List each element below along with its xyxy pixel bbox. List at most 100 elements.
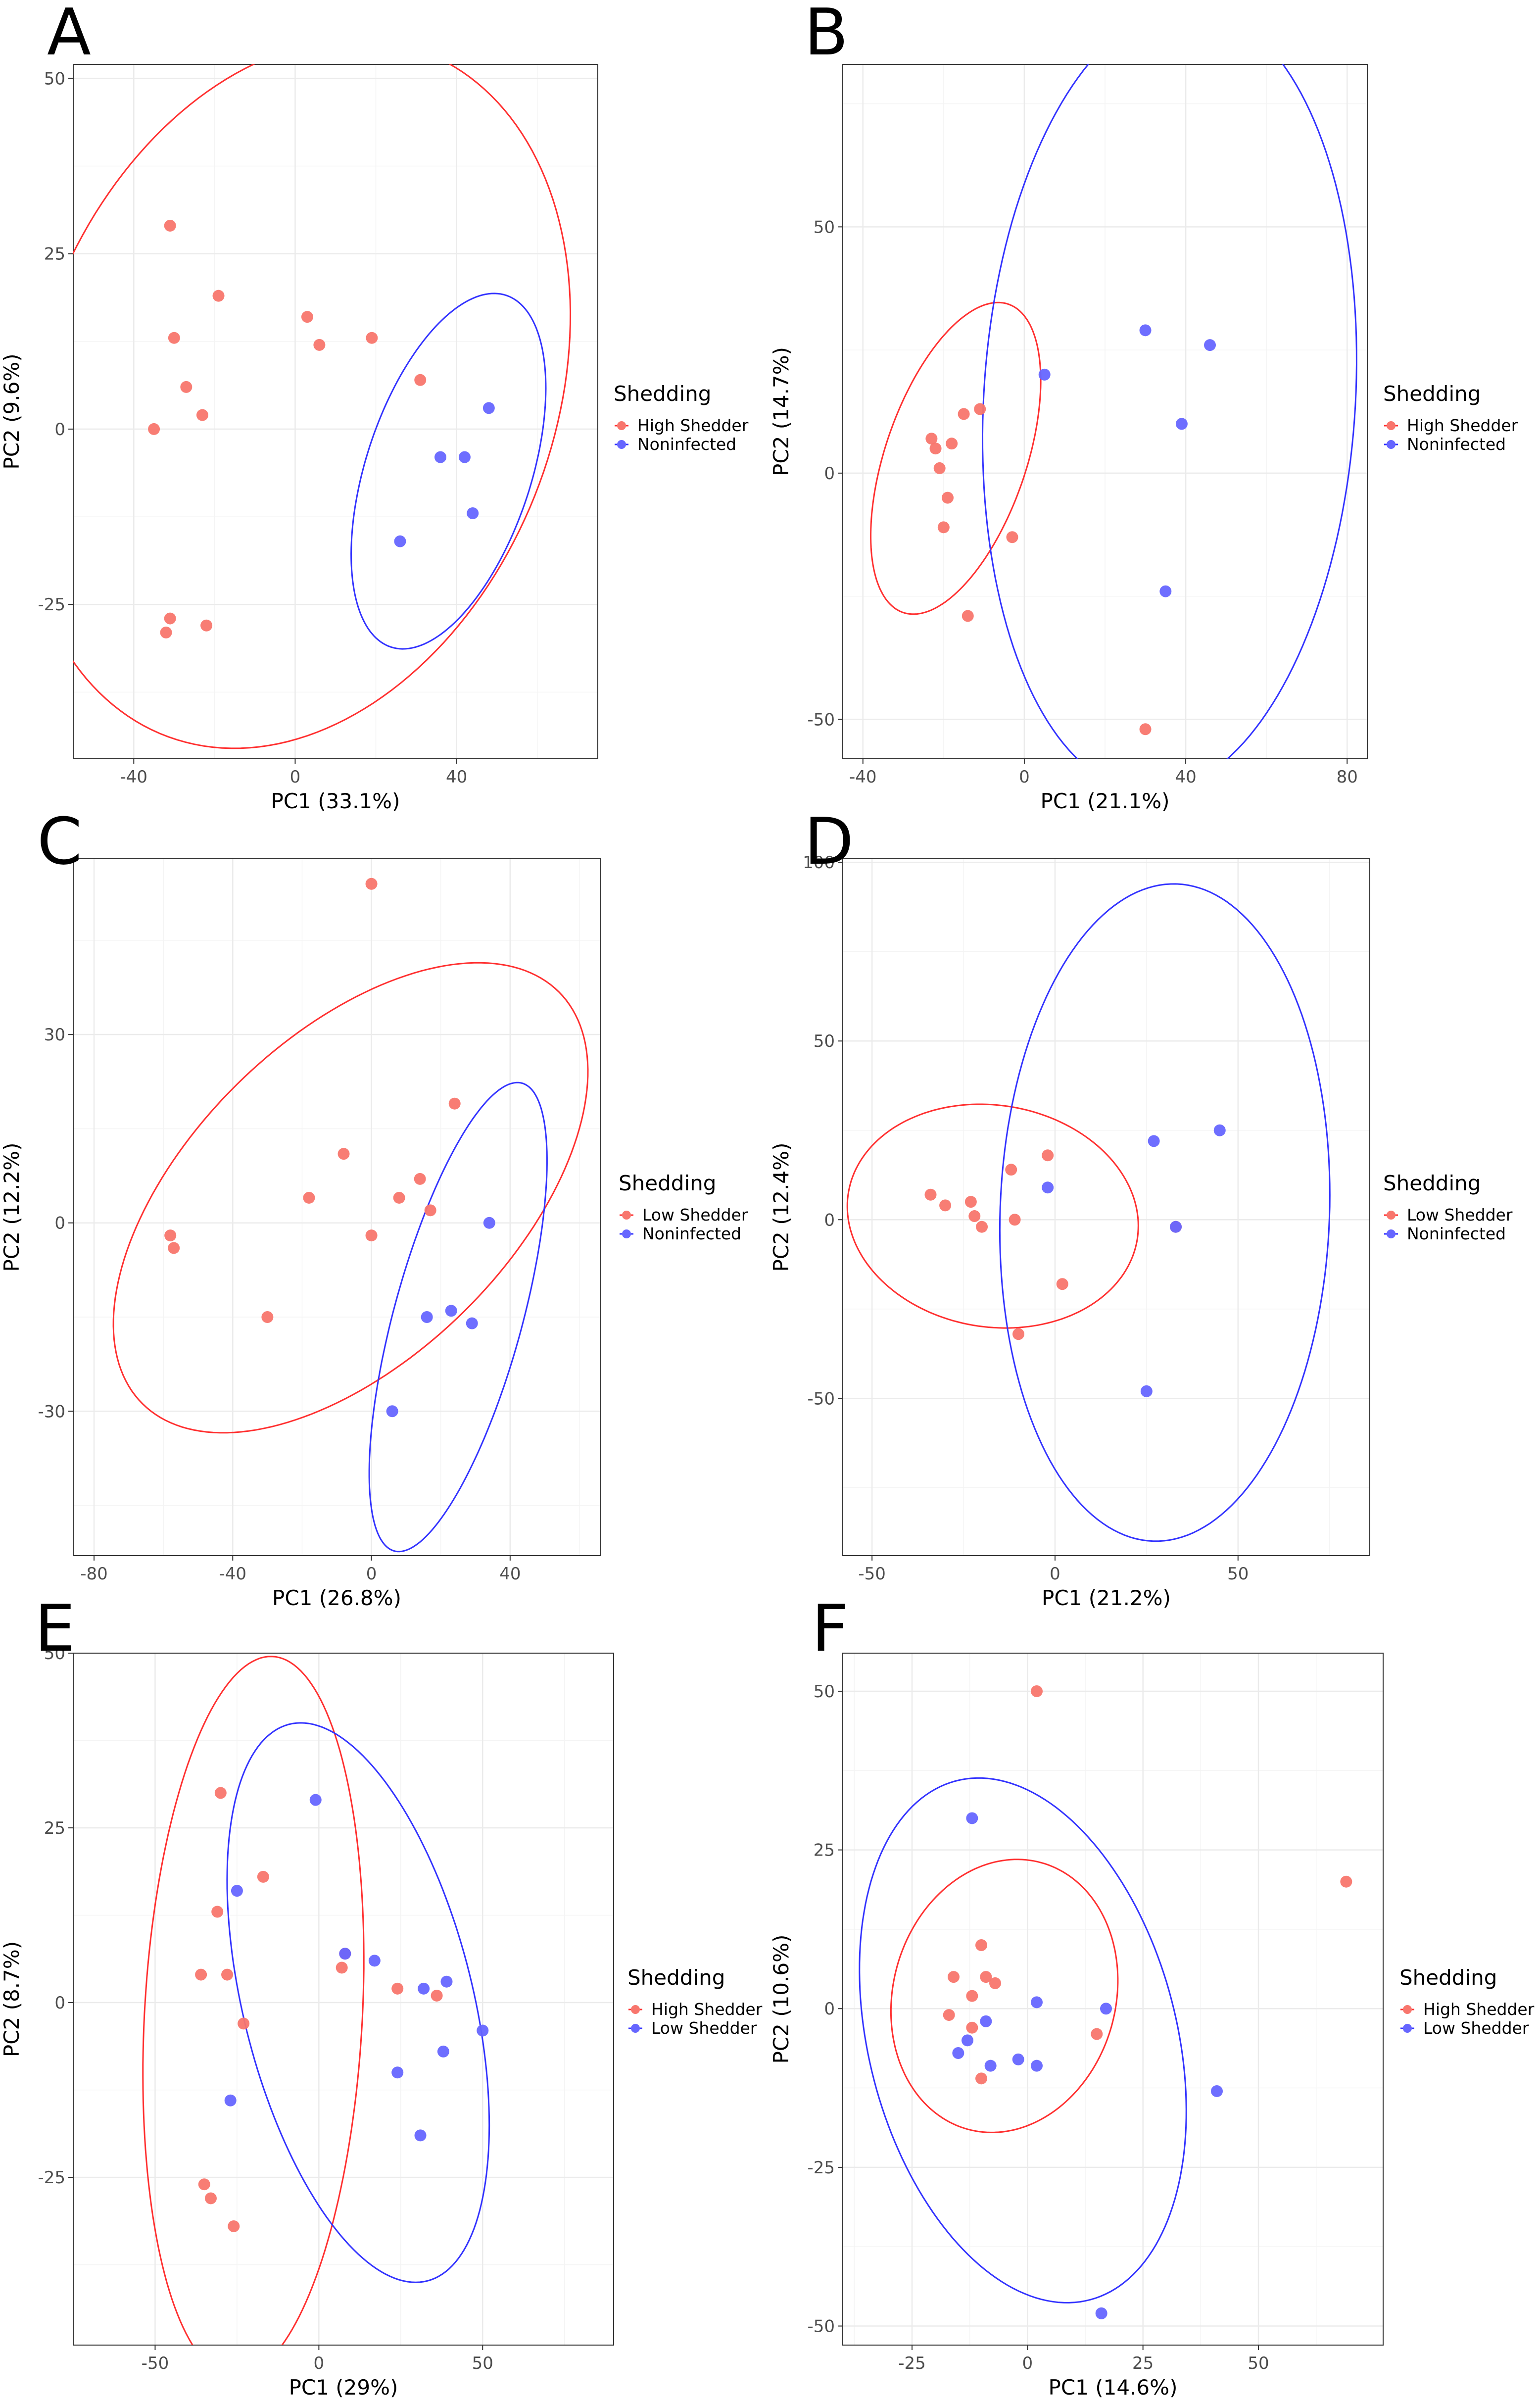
- point-high-shedder: [164, 612, 176, 625]
- legend-key-point: [1403, 2024, 1412, 2033]
- x-tick-label: 80: [1337, 767, 1358, 787]
- plot-background: [73, 1653, 614, 2345]
- y-axis-title: PC2 (14.7%): [769, 347, 793, 476]
- point-high-shedder: [946, 438, 958, 450]
- point-high-shedder: [943, 2009, 955, 2021]
- x-axis-title: PC1 (14.6%): [1049, 2375, 1178, 2400]
- point-low-shedder: [309, 1794, 322, 1806]
- point-noninfected: [1140, 1385, 1153, 1397]
- plot-background: [73, 859, 600, 1556]
- point-low-shedder: [224, 2094, 237, 2107]
- point-noninfected: [1159, 585, 1172, 597]
- ellipse-low-shedder: [859, 1777, 1187, 2304]
- ellipse-low-shedder: [112, 962, 589, 1434]
- x-axis-title: PC1 (29%): [289, 2375, 398, 2400]
- point-high-shedder: [975, 1939, 987, 1951]
- x-axis-title: PC1 (21.1%): [1041, 789, 1170, 813]
- x-tick-label: 0: [366, 1564, 377, 1584]
- legend-label: Low Shedder: [1407, 1205, 1513, 1225]
- legend-title: Shedding: [614, 382, 711, 406]
- y-tick-label: -50: [807, 710, 835, 730]
- x-tick-label: -40: [849, 767, 877, 787]
- point-low-shedder: [964, 1196, 977, 1208]
- point-noninfected: [1170, 1221, 1182, 1233]
- point-high-shedder: [933, 462, 946, 474]
- point-low-shedder: [1042, 1149, 1054, 1162]
- point-low-shedder: [365, 878, 378, 890]
- point-noninfected: [1038, 368, 1051, 381]
- ellipse-high-shedder: [870, 301, 1042, 615]
- y-tick-label: 50: [44, 69, 65, 89]
- point-noninfected: [1148, 1135, 1160, 1147]
- panel-e: -50 0 50 -25 0 25 50 PC1 (29%) PC2 (8.7%) E Sheddi…: [0, 1591, 763, 2400]
- point-low-shedder: [368, 1955, 381, 1967]
- y-tick-label: 0: [54, 1993, 65, 2013]
- plot-background: [73, 64, 598, 759]
- point-high-shedder: [414, 374, 427, 386]
- plot-background: [843, 859, 1370, 1556]
- x-tick-label: 40: [446, 767, 467, 787]
- point-low-shedder: [337, 1148, 350, 1160]
- point-noninfected: [445, 1305, 457, 1317]
- point-low-shedder: [1012, 2053, 1024, 2065]
- y-tick-label: 50: [44, 1644, 65, 1664]
- y-tick-label: 25: [814, 1841, 835, 1861]
- point-noninfected: [1204, 339, 1216, 351]
- point-noninfected: [421, 1311, 433, 1323]
- ellipse-high-shedder: [142, 1656, 365, 2345]
- point-low-shedder: [1012, 1328, 1024, 1340]
- x-tick-label: 25: [1132, 2353, 1154, 2373]
- point-high-shedder: [160, 626, 172, 638]
- point-low-shedder: [440, 1975, 453, 1988]
- panel-border: [842, 1653, 1384, 2346]
- panel-border: [842, 858, 1370, 1556]
- legend-key-point: [1387, 1211, 1396, 1220]
- point-noninfected: [434, 451, 446, 463]
- point-noninfected: [394, 535, 406, 547]
- y-axis-title: PC2 (12.2%): [0, 1143, 24, 1272]
- point-low-shedder: [168, 1242, 180, 1254]
- panel-border: [73, 1653, 614, 2346]
- x-tick-label: 0: [1050, 1564, 1060, 1584]
- panel-a: -40 0 40 -25 0 25 50 PC1 (33.1%) PC2 (9.6%) A Shed…: [0, 0, 749, 813]
- point-noninfected: [1042, 1181, 1054, 1194]
- y-tick-label: -25: [807, 2158, 835, 2178]
- y-tick-label: -25: [38, 595, 65, 615]
- point-high-shedder: [975, 2072, 987, 2085]
- y-axis-title: PC2 (10.6%): [769, 1935, 793, 2064]
- point-high-shedder: [198, 2178, 210, 2191]
- legend-title: Shedding: [619, 1171, 716, 1195]
- x-tick-label: 50: [472, 2353, 493, 2373]
- x-tick-label: 40: [1175, 767, 1196, 787]
- legend-key-point: [617, 440, 626, 449]
- legend-key-point: [1387, 1229, 1396, 1238]
- point-high-shedder: [336, 1961, 348, 1974]
- point-noninfected: [466, 1317, 478, 1329]
- point-low-shedder: [231, 1885, 243, 1897]
- y-tick-label: 100: [803, 853, 835, 873]
- panel-border: [73, 858, 601, 1556]
- legend-label: High Shedder: [651, 2000, 763, 2019]
- ellipse-noninfected: [350, 293, 547, 650]
- y-axis-title: PC2 (9.6%): [0, 353, 24, 469]
- x-axis-title: PC1 (26.8%): [272, 1586, 401, 1610]
- point-noninfected: [1213, 1124, 1226, 1136]
- legend-key-point: [622, 1211, 631, 1220]
- point-low-shedder: [261, 1311, 274, 1323]
- legend-label: Noninfected: [1407, 1224, 1506, 1243]
- y-tick-label: 0: [54, 420, 65, 440]
- point-low-shedder: [1005, 1164, 1017, 1176]
- point-high-shedder: [962, 610, 974, 622]
- y-tick-label: 0: [54, 1214, 65, 1233]
- legend-label: Noninfected: [642, 1224, 741, 1243]
- panel-letter: C: [37, 804, 82, 879]
- x-tick-label: 0: [1019, 767, 1030, 787]
- y-axis-title: PC2 (8.7%): [0, 1941, 24, 2057]
- plot-area: [846, 883, 1331, 1542]
- point-high-shedder: [431, 1989, 443, 2002]
- point-high-shedder: [164, 219, 176, 232]
- point-low-shedder: [980, 2015, 992, 2027]
